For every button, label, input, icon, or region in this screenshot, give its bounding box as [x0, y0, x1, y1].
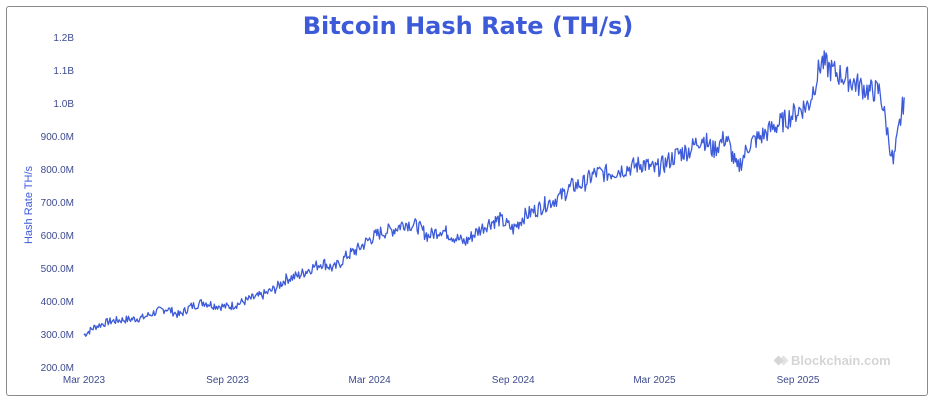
- chart-frame: [6, 6, 928, 396]
- watermark: Blockchain.com: [775, 353, 891, 368]
- watermark-text: Blockchain.com: [791, 353, 891, 368]
- chart-title: Bitcoin Hash Rate (TH/s): [302, 12, 634, 40]
- blockchain-logo-icon: [775, 355, 787, 367]
- x-tick-label: Sep 2024: [492, 375, 535, 386]
- x-tick-label: Mar 2024: [348, 375, 391, 386]
- y-tick-label: 600.0M: [41, 231, 74, 242]
- y-tick-label: 900.0M: [41, 132, 74, 143]
- y-tick-label: 1.0B: [53, 99, 74, 110]
- y-tick-label: 1.1B: [53, 66, 74, 77]
- y-tick-label: 400.0M: [41, 297, 74, 308]
- x-axis-ticks: Mar 2023 Sep 2023 Mar 2024 Sep 2024 Mar 2025…: [63, 375, 820, 386]
- x-tick-label: Mar 2023: [63, 375, 106, 386]
- y-tick-label: 700.0M: [41, 198, 74, 209]
- hash-rate-line: [83, 50, 905, 337]
- x-tick-label: Mar 2025: [633, 375, 676, 386]
- y-tick-label: 300.0M: [41, 330, 74, 341]
- y-tick-label: 1.2B: [53, 33, 74, 44]
- y-tick-label: 200.0M: [41, 363, 74, 374]
- x-tick-label: Sep 2025: [777, 375, 820, 386]
- x-tick-label: Sep 2023: [206, 375, 249, 386]
- y-axis-ticks: 200.0M 300.0M 400.0M 500.0M 600.0M 700.0M 800.…: [41, 33, 75, 374]
- y-tick-label: 500.0M: [41, 264, 74, 275]
- y-tick-label: 800.0M: [41, 165, 74, 176]
